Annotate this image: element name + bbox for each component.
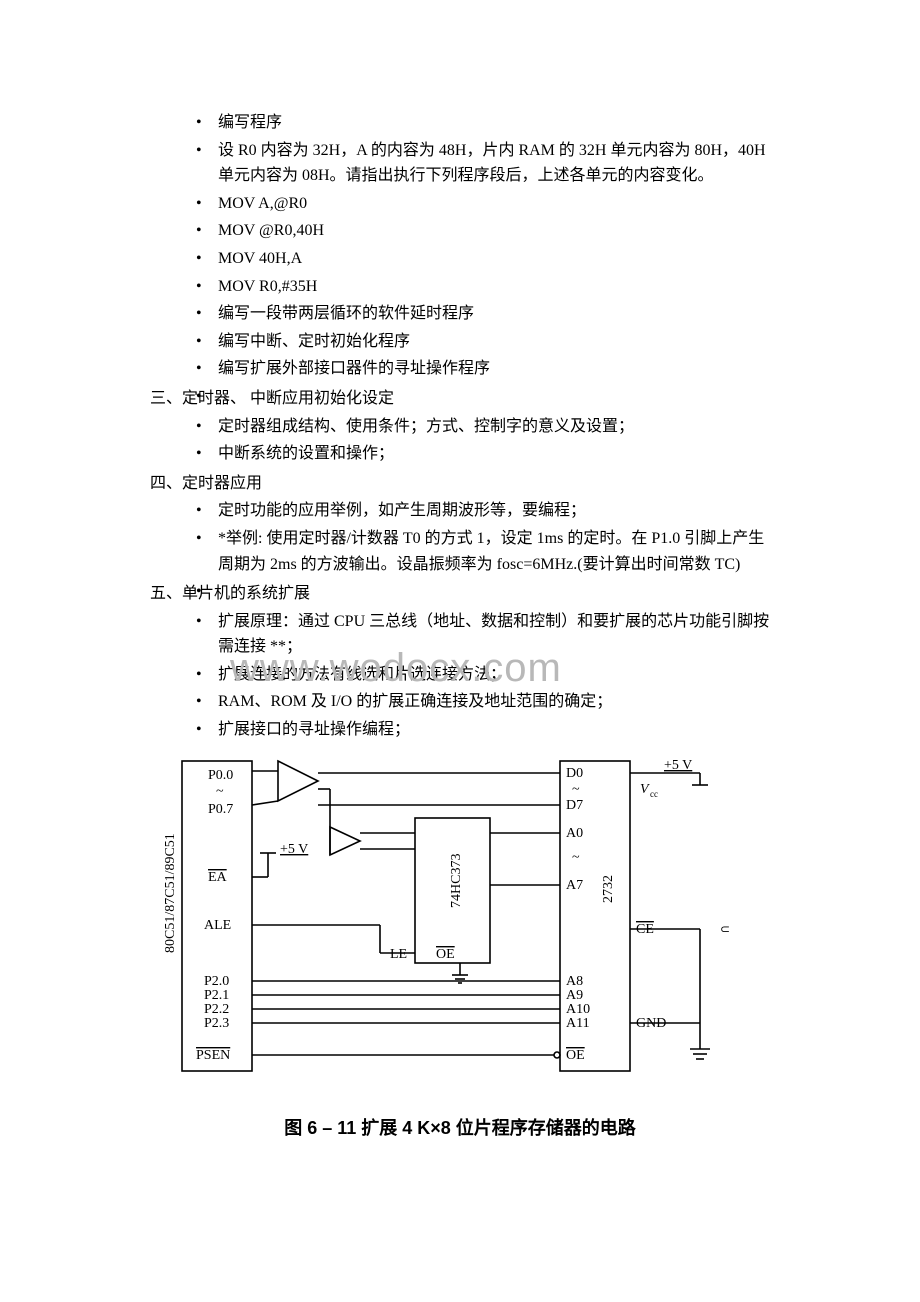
svg-text:74HC373: 74HC373 (449, 853, 464, 907)
svg-text:A10: A10 (566, 1002, 590, 1017)
svg-text:OE: OE (436, 947, 455, 962)
section4-title: 四、定时器应用 (150, 471, 770, 497)
list-item: MOV 40H,A (190, 246, 770, 272)
svg-text:P2.2: P2.2 (204, 1002, 229, 1017)
bullet-text: 编写中断、定时初始化程序 (218, 333, 410, 350)
list-item: RAM、ROM 及 I/O 的扩展正确连接及地址范围的确定； (190, 689, 770, 715)
circuit-diagram: 80C51/87C51/89C51 P0.0 ~ P0.7 +5 V EA AL… (160, 753, 750, 1087)
section3-bullets: 定时器组成结构、使用条件；方式、控制字的意义及设置； 中断系统的设置和操作； (190, 414, 770, 467)
bullet-text: 定时功能的应用举例，如产生周期波形等，要编程； (218, 502, 586, 519)
list-item: 扩展原理：通过 CPU 三总线（地址、数据和控制）和要扩展的芯片功能引脚按需连接… (190, 609, 770, 660)
list-item: 编写程序 (190, 110, 770, 136)
svg-text:2732: 2732 (601, 875, 616, 903)
list-item: 编写一段带两层循环的软件延时程序 (190, 301, 770, 327)
bullet-text: 扩展接口的寻址操作编程； (218, 721, 410, 738)
list-item: *举例: 使用定时器/计数器 T0 的方式 1，设定 1ms 的定时。在 P1.… (190, 526, 770, 577)
bullet-text: *举例: 使用定时器/计数器 T0 的方式 1，设定 1ms 的定时。在 P1.… (218, 530, 764, 573)
svg-text:cc: cc (650, 789, 658, 799)
svg-text:A7: A7 (566, 878, 583, 893)
svg-text:P2.1: P2.1 (204, 988, 229, 1003)
svg-text:PSEN: PSEN (196, 1048, 230, 1063)
bullet-text: 定时器组成结构、使用条件；方式、控制字的意义及设置； (218, 418, 634, 435)
bullet-text: 编写程序 (218, 114, 282, 131)
figure-caption: 图 6 – 11 扩展 4 K×8 位片程序存储器的电路 (150, 1114, 770, 1143)
svg-text:A9: A9 (566, 988, 583, 1003)
list-item: 定时功能的应用举例，如产生周期波形等，要编程； (190, 498, 770, 524)
bullet-text: MOV 40H,A (218, 250, 302, 267)
list-item: MOV R0,#35H (190, 274, 770, 300)
svg-text:~: ~ (216, 784, 224, 799)
svg-text:~: ~ (572, 850, 580, 865)
svg-text:P0.7: P0.7 (208, 802, 233, 817)
svg-text:V: V (640, 782, 650, 797)
list-item: 定时器组成结构、使用条件；方式、控制字的意义及设置； (190, 414, 770, 440)
bullet-text: 编写一段带两层循环的软件延时程序 (218, 305, 474, 322)
section5-title: 五、单片机的系统扩展 (150, 581, 770, 607)
svg-text:P2.3: P2.3 (204, 1016, 229, 1031)
bullet-text: 中断系统的设置和操作； (218, 445, 394, 462)
list-item: 编写扩展外部接口器件的寻址操作程序 (190, 356, 770, 382)
bullet-text: MOV @R0,40H (218, 222, 324, 239)
list-item: MOV @R0,40H (190, 218, 770, 244)
svg-text:P2.0: P2.0 (204, 974, 229, 989)
section3-title: 三、定时器、 中断应用初始化设定 (150, 386, 770, 412)
top-bullets: 编写程序 设 R0 内容为 32H，A 的内容为 48H，片内 RAM 的 32… (190, 110, 770, 382)
svg-text:EA: EA (208, 870, 228, 885)
svg-text:D7: D7 (566, 798, 583, 813)
list-item: 扩展连接的方法有线选和片选连接方法； (190, 662, 770, 688)
list-item: 编写中断、定时初始化程序 (190, 329, 770, 355)
svg-text:ALE: ALE (204, 918, 231, 933)
bullet-text: RAM、ROM 及 I/O 的扩展正确连接及地址范围的确定； (218, 693, 612, 710)
svg-text:LE: LE (390, 947, 407, 962)
bullet-text: 扩展连接的方法有线选和片选连接方法； (218, 666, 506, 683)
list-item: 中断系统的设置和操作； (190, 441, 770, 467)
bullet-text: 扩展原理：通过 CPU 三总线（地址、数据和控制）和要扩展的芯片功能引脚按需连接… (218, 613, 769, 656)
list-item: 设 R0 内容为 32H，A 的内容为 48H，片内 RAM 的 32H 单元内… (190, 138, 770, 189)
bullet-text: 编写扩展外部接口器件的寻址操作程序 (218, 360, 490, 377)
bullet-text: MOV R0,#35H (218, 278, 317, 295)
svg-text:A11: A11 (566, 1016, 590, 1031)
bullet-text: 设 R0 内容为 32H，A 的内容为 48H，片内 RAM 的 32H 单元内… (218, 142, 766, 185)
section5-bullets: 扩展原理：通过 CPU 三总线（地址、数据和控制）和要扩展的芯片功能引脚按需连接… (190, 609, 770, 743)
section4-bullets: 定时功能的应用举例，如产生周期波形等，要编程； *举例: 使用定时器/计数器 T… (190, 498, 770, 577)
svg-text:+5 V: +5 V (664, 758, 692, 773)
list-item: 扩展接口的寻址操作编程； (190, 717, 770, 743)
svg-text:A8: A8 (566, 974, 583, 989)
svg-text:80C51/87C51/89C51: 80C51/87C51/89C51 (163, 833, 178, 953)
svg-text:~: ~ (572, 782, 580, 797)
svg-text:P0.0: P0.0 (208, 768, 233, 783)
list-item: MOV A,@R0 (190, 191, 770, 217)
bullet-text: MOV A,@R0 (218, 195, 307, 212)
svg-text:OE: OE (566, 1048, 585, 1063)
svg-text:A0: A0 (566, 826, 583, 841)
svg-text:D0: D0 (566, 766, 583, 781)
svg-text:+5 V: +5 V (280, 842, 308, 857)
svg-text:⊂: ⊂ (720, 922, 730, 936)
